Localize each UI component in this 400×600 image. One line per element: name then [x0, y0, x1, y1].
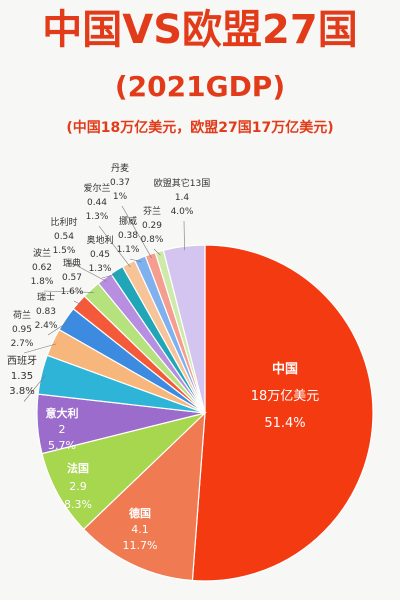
slice-label-6-value: 0.83	[36, 307, 56, 317]
slice-label-8-value: 0.62	[32, 263, 52, 273]
slice-label-2-percent: 8.3%	[64, 498, 92, 511]
pie-slices	[36, 244, 374, 582]
slice-label-12-value: 0.38	[118, 231, 138, 241]
slice-label-3-percent: 5.7%	[48, 439, 76, 452]
leader-line-6	[47, 320, 70, 336]
slice-label-8-name: 波兰	[33, 247, 51, 259]
slice-label-4-percent: 3.8%	[9, 386, 34, 397]
slice-label-3-value: 2	[59, 423, 66, 436]
slice-label-5-percent: 2.7%	[11, 339, 34, 349]
leader-line-12	[129, 258, 142, 263]
slice-label-10-percent: 1.3%	[89, 264, 112, 274]
slice-label-5-name: 荷兰	[13, 309, 31, 321]
slice-label-8-percent: 1.8%	[31, 277, 54, 287]
slice-label-1-percent: 11.7%	[123, 539, 158, 552]
slice-label-4-name: 西班牙	[7, 355, 37, 367]
slice-label-5-value: 0.95	[12, 325, 32, 335]
slice-label-10-name: 奥地利	[86, 234, 113, 246]
chart-title: 中国VS欧盟27国	[42, 7, 358, 53]
slice-label-11-value: 0.44	[87, 198, 107, 208]
pie-slice-1	[82, 411, 206, 582]
slice-label-6-percent: 2.4%	[35, 321, 58, 331]
leader-line-13	[121, 205, 152, 259]
slice-label-15-percent: 4.0%	[171, 207, 194, 217]
slice-label-2-value: 2.9	[69, 480, 87, 493]
slice-label-14-value: 0.29	[142, 221, 162, 231]
slice-label-9-percent: 1.5%	[53, 246, 76, 256]
slice-label-0-percent: 51.4%	[264, 416, 305, 431]
slice-label-12-percent: 1.1%	[117, 245, 140, 255]
slice-label-0-value: 18万亿美元	[251, 389, 320, 404]
leader-line-15	[183, 220, 185, 251]
slice-label-9-name: 比利时	[50, 216, 77, 228]
leader-line-14	[153, 248, 161, 256]
slice-label-1-value: 4.1	[131, 523, 149, 536]
slice-label-10-value: 0.45	[90, 250, 110, 260]
leader-line-5	[23, 343, 57, 354]
slice-label-9-value: 0.54	[54, 232, 74, 242]
slice-label-11-percent: 1.3%	[86, 212, 109, 222]
chart-caption: (中国18万亿美元，欧盟27国17万亿美元)	[66, 120, 334, 136]
slice-label-15-value: 1.4	[175, 193, 190, 203]
slice-label-14-percent: 0.8%	[141, 235, 164, 245]
leader-line-9	[65, 259, 108, 282]
slice-label-1-name: 德国	[128, 506, 151, 520]
leader-line-8	[43, 290, 94, 293]
slice-label-4-value: 1.35	[11, 371, 33, 382]
slice-label-7-value: 0.57	[62, 273, 82, 283]
pie-slice-2	[41, 411, 208, 531]
slice-label-0-name: 中国	[272, 361, 298, 377]
leader-line-10	[101, 273, 119, 279]
slice-labels: 中国 18万亿美元 51.4% 德国 4.1 11.7% 法国 2.9 8.3% 意大利 2 5.7%…	[7, 162, 319, 552]
slice-label-2-name: 法国	[67, 461, 89, 475]
slice-label-11-name: 爱尔兰	[83, 182, 110, 194]
slice-label-3-name: 意大利	[46, 406, 79, 420]
leader-line-11	[98, 225, 131, 268]
leader-line-4	[23, 375, 46, 402]
slice-label-13-value: 0.37	[110, 178, 130, 188]
slice-label-13-percent: 1%	[113, 192, 128, 202]
leader-line-7	[73, 300, 82, 306]
slice-label-13-name: 丹麦	[111, 162, 129, 174]
pie-slice-0	[191, 244, 374, 582]
slice-label-14-name: 芬兰	[143, 205, 161, 217]
slice-label-7-percent: 1.6%	[61, 287, 84, 297]
chart-subtitle: (2021GDP)	[114, 70, 286, 103]
leader-lines	[23, 205, 185, 402]
slice-label-6-name: 瑞士	[37, 291, 55, 303]
slice-label-12-name: 挪威	[119, 215, 137, 227]
slice-label-7-name: 瑞典	[63, 257, 81, 269]
pie-slice-15	[162, 244, 206, 414]
slice-label-15-name: 欧盟其它13国	[154, 177, 210, 189]
